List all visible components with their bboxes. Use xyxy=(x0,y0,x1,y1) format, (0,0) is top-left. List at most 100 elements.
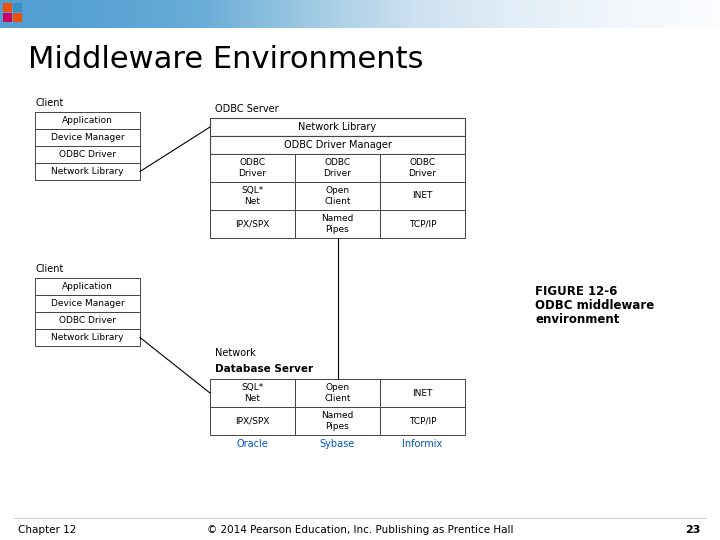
Text: Network Library: Network Library xyxy=(51,167,124,176)
Bar xyxy=(270,0,280,28)
Bar xyxy=(450,0,460,28)
Bar xyxy=(410,0,420,28)
Text: Device Manager: Device Manager xyxy=(50,133,125,142)
Bar xyxy=(290,0,300,28)
Bar xyxy=(710,0,720,28)
Bar xyxy=(240,0,250,28)
Bar xyxy=(0,0,720,28)
Bar xyxy=(180,0,190,28)
Bar xyxy=(630,0,640,28)
Bar xyxy=(13,3,22,12)
Bar xyxy=(110,0,120,28)
Bar xyxy=(220,0,230,28)
Text: Sybase: Sybase xyxy=(320,439,355,449)
Bar xyxy=(0,0,10,28)
Bar xyxy=(130,0,140,28)
Bar xyxy=(35,329,140,346)
Text: INET: INET xyxy=(413,388,433,397)
Text: ODBC Driver: ODBC Driver xyxy=(59,150,116,159)
Text: Middleware Environments: Middleware Environments xyxy=(28,45,423,75)
Bar xyxy=(295,182,380,210)
Bar xyxy=(640,0,650,28)
Bar xyxy=(180,0,190,28)
Text: Informix: Informix xyxy=(402,439,443,449)
Bar xyxy=(570,0,580,28)
Text: FIGURE 12-6: FIGURE 12-6 xyxy=(535,285,617,298)
Text: ODBC Driver Manager: ODBC Driver Manager xyxy=(284,140,392,150)
Bar xyxy=(240,0,250,28)
Text: SQL*
Net: SQL* Net xyxy=(241,383,264,403)
Bar xyxy=(340,0,350,28)
Bar xyxy=(80,0,90,28)
Text: ODBC
Driver: ODBC Driver xyxy=(408,158,436,178)
Bar xyxy=(420,0,430,28)
Bar xyxy=(380,182,465,210)
Bar xyxy=(610,0,620,28)
Bar xyxy=(510,0,520,28)
Bar xyxy=(590,0,600,28)
Bar xyxy=(295,210,380,238)
Bar xyxy=(710,0,720,28)
Bar xyxy=(310,0,320,28)
Text: Named
Pipes: Named Pipes xyxy=(321,411,354,431)
Bar xyxy=(30,0,40,28)
Bar xyxy=(260,0,270,28)
Bar xyxy=(190,0,200,28)
Bar xyxy=(300,0,310,28)
Bar xyxy=(30,0,40,28)
Bar xyxy=(470,0,480,28)
Bar xyxy=(320,0,330,28)
Bar xyxy=(370,0,380,28)
Bar xyxy=(200,0,210,28)
Bar xyxy=(290,0,300,28)
Text: ODBC
Driver: ODBC Driver xyxy=(323,158,351,178)
Text: © 2014 Pearson Education, Inc. Publishing as Prentice Hall: © 2014 Pearson Education, Inc. Publishin… xyxy=(207,525,513,535)
Bar xyxy=(0,0,10,28)
Bar xyxy=(360,0,370,28)
Bar xyxy=(460,0,470,28)
Bar xyxy=(330,0,340,28)
Text: environment: environment xyxy=(535,313,619,326)
Bar xyxy=(190,0,200,28)
Bar xyxy=(600,0,610,28)
Bar xyxy=(650,0,660,28)
Text: Network Library: Network Library xyxy=(298,122,377,132)
Bar xyxy=(350,0,360,28)
Text: Client: Client xyxy=(35,264,63,274)
Bar xyxy=(50,0,60,28)
Bar xyxy=(550,0,560,28)
Bar xyxy=(520,0,530,28)
Text: IPX/SPX: IPX/SPX xyxy=(235,219,270,228)
Bar xyxy=(700,0,710,28)
Bar xyxy=(460,0,470,28)
Bar xyxy=(360,0,370,28)
Bar xyxy=(210,407,295,435)
Bar xyxy=(35,312,140,329)
Bar xyxy=(380,154,465,182)
Text: TCP/IP: TCP/IP xyxy=(409,416,436,426)
Bar xyxy=(120,0,130,28)
Bar xyxy=(200,0,210,28)
Bar xyxy=(150,0,160,28)
Bar xyxy=(660,0,670,28)
Bar xyxy=(50,0,60,28)
Text: IPX/SPX: IPX/SPX xyxy=(235,416,270,426)
Text: Device Manager: Device Manager xyxy=(50,299,125,308)
Bar xyxy=(490,0,500,28)
Bar xyxy=(80,0,90,28)
Bar xyxy=(210,0,220,28)
Bar xyxy=(400,0,410,28)
Text: Database Server: Database Server xyxy=(215,364,313,374)
Bar xyxy=(700,0,710,28)
Bar xyxy=(520,0,530,28)
Bar xyxy=(300,0,310,28)
Bar xyxy=(380,0,390,28)
Bar xyxy=(580,0,590,28)
Bar xyxy=(400,0,410,28)
Bar xyxy=(380,407,465,435)
Bar xyxy=(380,210,465,238)
Bar xyxy=(370,0,380,28)
Bar xyxy=(100,0,110,28)
Bar xyxy=(10,0,20,28)
Bar xyxy=(170,0,180,28)
